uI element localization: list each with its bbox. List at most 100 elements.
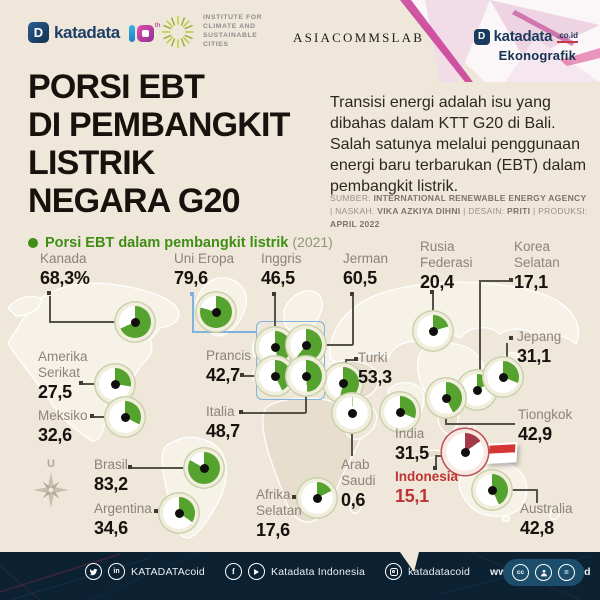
icsc-logo: INSTITUTE FOR CLIMATE AND SUSTAINABLE CITIE…: [160, 14, 262, 50]
country-label-australia: Australia 42,8: [520, 501, 573, 539]
leader-dot-jerman: [350, 292, 354, 296]
social-group[interactable]: f Katadata Indonesia: [224, 563, 365, 580]
leader-line-turki: [345, 359, 347, 369]
donut-india: [384, 396, 416, 428]
country-value: 31,1: [517, 345, 551, 366]
country-name: Australia: [520, 501, 573, 516]
facebook-icon[interactable]: f: [224, 563, 242, 580]
country-name: India: [395, 426, 425, 441]
page-title-line: DI PEMBANGKIT: [28, 106, 290, 145]
country-name: Uni Eropa: [174, 251, 235, 266]
donut-center-dot: [347, 408, 357, 418]
donut-uni-eropa: [200, 296, 232, 328]
header: D katadata th INSTITUTE FOR CLIMATE AND SU…: [0, 0, 600, 82]
compass-north-label: U: [47, 458, 55, 470]
leader-line-uni-eropa: [192, 296, 194, 332]
donut-center-dot: [301, 371, 311, 381]
donut-center-dot: [270, 371, 280, 381]
creative-commons-badge: cc =: [503, 559, 584, 586]
social-group[interactable]: in KATADATAcoid: [85, 563, 205, 580]
katadata-10th-logo: D katadata th: [28, 22, 160, 43]
leader-dot-afrika-selatan: [292, 495, 296, 499]
country-label-meksiko: Meksiko 32,6: [38, 408, 88, 446]
donut-tiongkok: [430, 382, 462, 414]
country-value: 79,6: [174, 267, 208, 288]
donut-arab-saudi: [336, 397, 368, 429]
country-label-italia: Italia 48,7: [206, 404, 240, 442]
leader-line-jerman: [352, 296, 354, 345]
page-title-line: LISTRIK: [28, 144, 155, 183]
intro-text: Transisi energi adalah isu yang dibahas …: [330, 94, 587, 196]
twitter-icon[interactable]: [85, 563, 102, 580]
leader-line-afrika-selatan: [295, 497, 302, 499]
country-name: Kanada: [40, 251, 87, 266]
donut-center-dot: [395, 407, 405, 417]
leader-dot-meksiko: [90, 414, 94, 418]
leader-dot-indonesia: [433, 466, 437, 470]
social-group[interactable]: katadatacoid: [385, 563, 470, 580]
country-value: 42,7: [206, 364, 240, 385]
youtube-icon[interactable]: [247, 563, 265, 580]
country-value: 46,5: [261, 267, 295, 288]
compass-star-icon: [33, 472, 69, 508]
country-name: Prancis: [206, 348, 252, 363]
country-name: Selatan: [256, 502, 302, 518]
leader-dot-argentina: [154, 509, 158, 513]
donut-turki: [327, 367, 359, 399]
instagram-icon[interactable]: [385, 563, 403, 580]
icsc-text-line: CLIMATE AND: [203, 23, 256, 31]
cc-license-icon: cc: [512, 564, 529, 581]
country-name: Brasil: [94, 457, 128, 472]
leader-line-jepang: [506, 343, 508, 362]
europe-zoom-box: [256, 321, 325, 400]
leader-line-indonesia: [435, 455, 437, 468]
katadata-coid-wordmark: katadata: [493, 28, 553, 45]
ekonografik-label: Ekonografik: [498, 48, 576, 63]
leader-line-tiongkok: [445, 412, 447, 424]
donut-australia: [476, 474, 508, 506]
donut-amerika-serikat: [99, 368, 131, 400]
leader-dot-italia: [239, 410, 243, 414]
leader-dot-rusia-federasi: [430, 290, 434, 294]
leader-line-tiongkok: [445, 423, 515, 425]
leader-line-uni-eropa: [192, 331, 256, 333]
credits-segment: SUMBER:: [330, 193, 374, 203]
page-title: PORSI EBT DI PEMBANGKIT LISTRIK NEGARA G20: [28, 68, 290, 220]
country-value: 68,3%: [40, 267, 90, 288]
leader-line-rusia-federasi: [432, 294, 434, 315]
page-title-line: NEGARA G20: [28, 182, 241, 221]
person-license-icon: [535, 564, 552, 581]
country-value: 83,2: [94, 473, 128, 494]
country-value: 42,8: [520, 517, 554, 538]
donut-inggris: [259, 331, 291, 363]
country-label-inggris: Inggris 46,5: [261, 251, 302, 289]
leader-line-korea-selatan: [479, 280, 481, 374]
country-value: 34,6: [94, 517, 128, 538]
country-value: 32,6: [38, 424, 72, 445]
leader-dot-amerika-serikat: [79, 381, 83, 385]
country-name: Amerika: [38, 349, 88, 364]
country-name: Inggris: [261, 251, 302, 266]
country-value: 15,1: [395, 485, 429, 506]
donut-center-dot: [130, 317, 140, 327]
country-name: Afrika: [256, 487, 291, 502]
donut-center-dot: [498, 372, 508, 382]
country-label-brasil: Brasil 83,2: [94, 457, 128, 495]
credits-segment: APRIL 2022: [330, 218, 380, 229]
icsc-text-line: INSTITUTE FOR: [203, 14, 263, 22]
linkedin-icon[interactable]: in: [108, 563, 125, 580]
country-label-jerman: Jerman 60,5: [343, 251, 388, 289]
katadata-10th-anniversary-icon: th: [128, 23, 160, 42]
country-label-turki: Turki 53,3: [358, 350, 392, 388]
legend: Porsi EBT dalam pembangkit listrik (2021…: [28, 234, 333, 251]
leader-dot-brasil: [128, 465, 132, 469]
country-value: 42,9: [518, 423, 552, 444]
country-name: Korea: [514, 239, 551, 254]
country-label-prancis: Prancis 42,7: [206, 348, 251, 386]
donut-center-dot: [338, 378, 348, 388]
indonesia-flag-icon: [486, 442, 518, 464]
leader-dot-jepang: [509, 336, 513, 340]
country-name: Meksiko: [38, 408, 88, 423]
leader-line-jerman: [321, 344, 353, 346]
credits-segment: | PRODUKSI:: [530, 205, 588, 216]
